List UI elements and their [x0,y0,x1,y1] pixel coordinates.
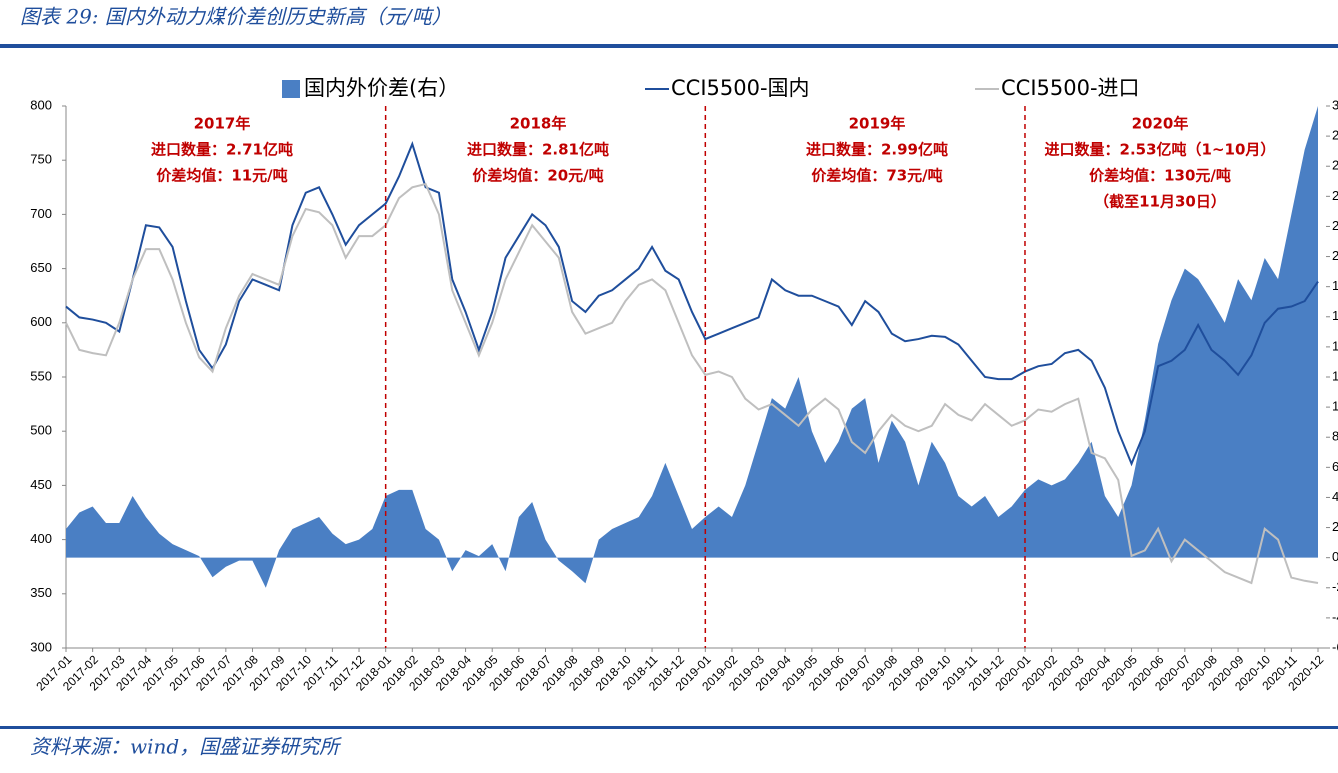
y2-tick-label: 180 [1332,278,1338,293]
annotation-year: 2018年 [510,115,567,133]
y-tick-label: 800 [30,97,52,112]
annotation-year: 2017年 [194,115,251,133]
y2-tick-label: -60 [1332,639,1338,654]
y2-tick-label: 120 [1332,368,1338,383]
y2-tick-label: 300 [1332,97,1338,112]
y-tick-label: 750 [30,152,52,167]
annotation-line: （截至11月30日） [1094,193,1226,211]
y2-tick-label: 220 [1332,218,1338,233]
line [65,140,1319,467]
y-tick-label: 700 [30,206,52,221]
annotation-year: 2019年 [849,115,906,133]
annotation-year: 2020年 [1132,115,1189,133]
annotation-line: 价差均值：130元/吨 [1089,167,1231,185]
annotation-line: 价差均值：20元/吨 [472,167,603,185]
legend-label: CCI5500-进口 [1001,76,1140,100]
y2-tick-label: 240 [1332,188,1338,203]
y2-tick-label: 160 [1332,308,1338,323]
y2-tick-label: 0 [1332,549,1338,564]
annotation-line: 进口数量：2.99亿吨 [806,141,948,159]
y2-tick-label: 200 [1332,248,1338,263]
y-tick-label: 600 [30,314,52,329]
legend-label: 国内外价差(右） [304,76,459,100]
y2-tick-label: 100 [1332,399,1338,414]
area [66,106,1318,588]
y-tick-label: 650 [30,260,52,275]
legend-label: CCI5500-国内 [671,76,810,100]
y2-tick-label: -40 [1332,609,1338,624]
y-tick-label: 550 [30,368,52,383]
y-tick-label: 300 [30,639,52,654]
y2-tick-label: 260 [1332,158,1338,173]
annotation-line: 价差均值：73元/吨 [811,167,942,185]
y2-tick-label: 40 [1332,489,1338,504]
annotation-line: 进口数量：2.81亿吨 [467,141,609,159]
y2-tick-label: -20 [1332,579,1338,594]
page-title: 图表 29: 国内外动力煤价差创历史新高（元/吨） [20,5,452,29]
y2-tick-label: 280 [1332,128,1338,143]
annotation-line: 进口数量：2.53亿吨（1~10月） [1045,141,1276,159]
header-rule [0,44,1338,48]
y2-tick-label: 60 [1332,459,1338,474]
y-tick-label: 500 [30,423,52,438]
annotation-line: 价差均值：11元/吨 [156,167,287,185]
y-tick-label: 350 [30,585,52,600]
y2-tick-label: 80 [1332,429,1338,444]
y2-tick-label: 140 [1332,338,1338,353]
annotation-line: 进口数量：2.71亿吨 [151,141,293,159]
source-note: 资料来源：wind，国盛证券研究所 [30,735,342,759]
plot: 300350400450500550600650700750800-60-40-… [30,76,1338,694]
footer-rule [0,726,1338,729]
legend-swatch [282,80,300,98]
line [65,182,1319,585]
y-tick-label: 450 [30,477,52,492]
y-tick-label: 400 [30,531,52,546]
y2-tick-label: 20 [1332,519,1338,534]
